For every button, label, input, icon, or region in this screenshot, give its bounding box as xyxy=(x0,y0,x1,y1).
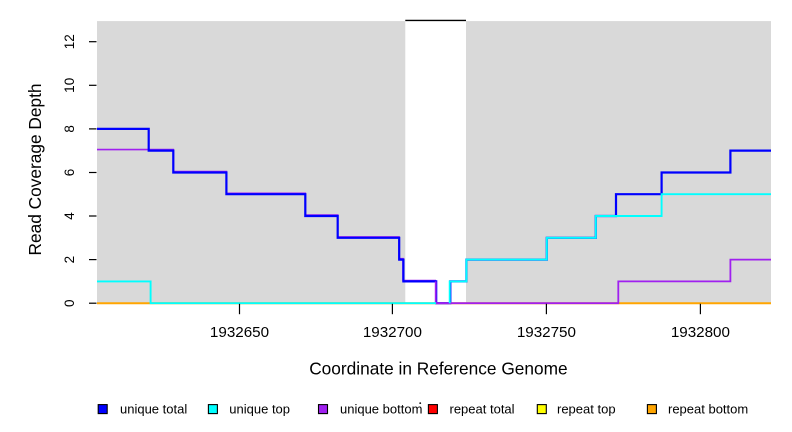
svg-text:repeat total: repeat total xyxy=(450,401,515,416)
svg-text:2: 2 xyxy=(62,256,77,264)
svg-text:8: 8 xyxy=(62,125,77,133)
svg-text:unique total: unique total xyxy=(120,401,187,416)
svg-text:6: 6 xyxy=(62,169,77,177)
svg-text:1932650: 1932650 xyxy=(210,324,269,341)
svg-text:Read Coverage Depth: Read Coverage Depth xyxy=(25,84,45,256)
svg-text:12: 12 xyxy=(62,34,77,49)
svg-text:0: 0 xyxy=(62,299,77,307)
svg-text:repeat top: repeat top xyxy=(557,401,616,416)
svg-text:unique bottom: unique bottom xyxy=(340,401,422,416)
svg-text:1932700: 1932700 xyxy=(363,324,422,341)
svg-text:Coordinate in Reference Genome: Coordinate in Reference Genome xyxy=(309,358,567,378)
svg-text:repeat bottom: repeat bottom xyxy=(668,401,748,416)
svg-text:1932750: 1932750 xyxy=(517,324,576,341)
svg-text:4: 4 xyxy=(62,212,77,220)
svg-text:1932800: 1932800 xyxy=(671,324,730,341)
svg-text:10: 10 xyxy=(62,78,77,93)
svg-text:unique top: unique top xyxy=(229,401,290,416)
